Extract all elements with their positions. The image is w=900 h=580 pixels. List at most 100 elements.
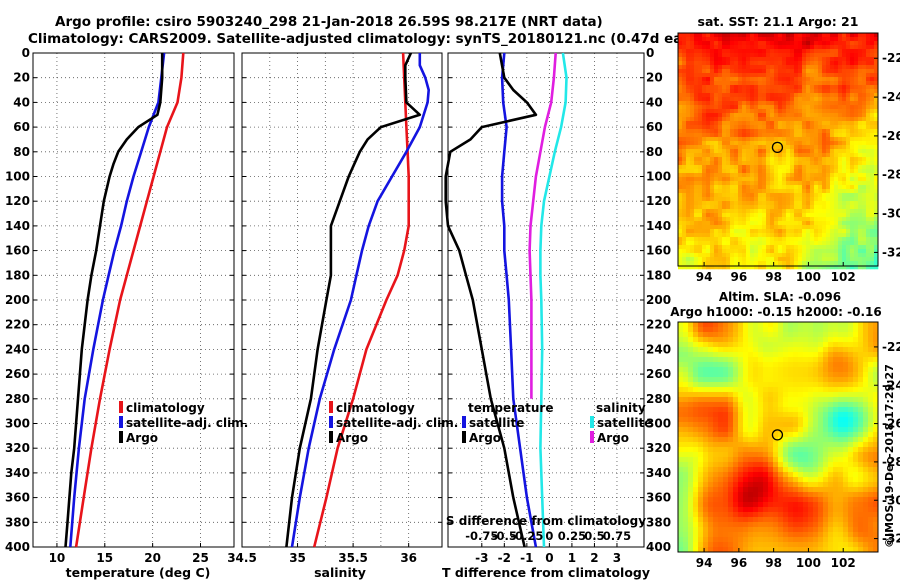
map-x-tick-label: 96: [731, 270, 748, 284]
map-cell: [754, 181, 759, 186]
map-cell: [762, 197, 767, 202]
map-cell: [694, 245, 699, 250]
map-cell: [754, 137, 759, 142]
map-cell: [874, 149, 879, 154]
map-cell: [858, 462, 864, 468]
map-cell: [686, 245, 691, 250]
map-cell: [748, 377, 754, 383]
map-cell: [874, 61, 879, 66]
map-cell: [874, 261, 879, 266]
map-cell: [826, 97, 831, 102]
map-cell: [858, 261, 863, 266]
map-cell: [710, 33, 715, 38]
map-cell: [722, 253, 727, 258]
map-cell: [693, 477, 699, 483]
map-cell: [718, 249, 723, 254]
map-cell: [818, 512, 824, 518]
map-cell: [750, 229, 755, 234]
map-cell: [858, 492, 864, 498]
map-cell: [746, 253, 751, 258]
map-cell: [686, 161, 691, 166]
map-cell: [768, 357, 774, 363]
map-cell: [682, 137, 687, 142]
map-cell: [782, 193, 787, 198]
map-cell: [848, 512, 854, 518]
map-cell: [743, 482, 749, 488]
map-cell: [822, 61, 827, 66]
map-cell: [743, 412, 749, 418]
map-cell: [710, 177, 715, 182]
map-cell: [678, 205, 683, 210]
map-cell: [758, 149, 763, 154]
map-cell: [826, 181, 831, 186]
map-cell: [773, 342, 779, 348]
map-cell: [702, 237, 707, 242]
map-cell: [742, 237, 747, 242]
map-cell: [854, 133, 859, 138]
map-cell: [706, 217, 711, 222]
map-cell: [778, 397, 784, 403]
map-cell: [798, 205, 803, 210]
map-cell: [794, 121, 799, 126]
map-cell: [766, 177, 771, 182]
map-cell: [810, 53, 815, 58]
map-cell: [763, 487, 769, 493]
map-cell: [750, 261, 755, 266]
map-cell: [686, 217, 691, 222]
map-cell: [783, 482, 789, 488]
map-cell: [828, 407, 834, 413]
map-cell: [842, 225, 847, 230]
map-cell: [806, 157, 811, 162]
map-cell: [793, 487, 799, 493]
map-cell: [738, 527, 744, 533]
map-cell: [748, 477, 754, 483]
map-cell: [818, 352, 824, 358]
map-cell: [833, 462, 839, 468]
map-cell: [683, 397, 689, 403]
map-cell: [714, 37, 719, 42]
map-cell: [686, 257, 691, 262]
map-cell: [766, 197, 771, 202]
map-cell: [833, 522, 839, 528]
map-cell: [758, 73, 763, 78]
map-cell: [706, 97, 711, 102]
map-cell: [730, 161, 735, 166]
map-cell: [708, 392, 714, 398]
y-tick-label-right: 120: [646, 194, 671, 208]
map-cell: [808, 462, 814, 468]
map-cell: [728, 462, 734, 468]
map-cell: [682, 209, 687, 214]
map-cell: [708, 327, 714, 333]
map-cell: [874, 165, 879, 170]
map-cell: [790, 101, 795, 106]
map-cell: [726, 125, 731, 130]
map-cell: [733, 357, 739, 363]
map-cell: [843, 442, 849, 448]
map-cell: [814, 189, 819, 194]
map-cell: [713, 322, 719, 328]
map-cell: [803, 427, 809, 433]
map-cell: [758, 69, 763, 74]
map-cell: [678, 157, 683, 162]
map-cell: [838, 447, 844, 453]
map-cell: [850, 233, 855, 238]
map-cell: [813, 507, 819, 513]
map-cell: [810, 233, 815, 238]
map-cell: [766, 201, 771, 206]
map-cell: [818, 97, 823, 102]
map-cell: [750, 53, 755, 58]
map-cell: [726, 177, 731, 182]
map-cell: [753, 357, 759, 363]
map-cell: [738, 109, 743, 114]
map-cell: [714, 113, 719, 118]
map-cell: [758, 507, 764, 513]
map-cell: [770, 61, 775, 66]
map-cell: [678, 517, 684, 523]
map-cell: [808, 367, 814, 373]
map-cell: [698, 165, 703, 170]
map-cell: [763, 522, 769, 528]
map-cell: [773, 327, 779, 333]
map-cell: [783, 477, 789, 483]
map-cell: [786, 109, 791, 114]
map-cell: [802, 121, 807, 126]
